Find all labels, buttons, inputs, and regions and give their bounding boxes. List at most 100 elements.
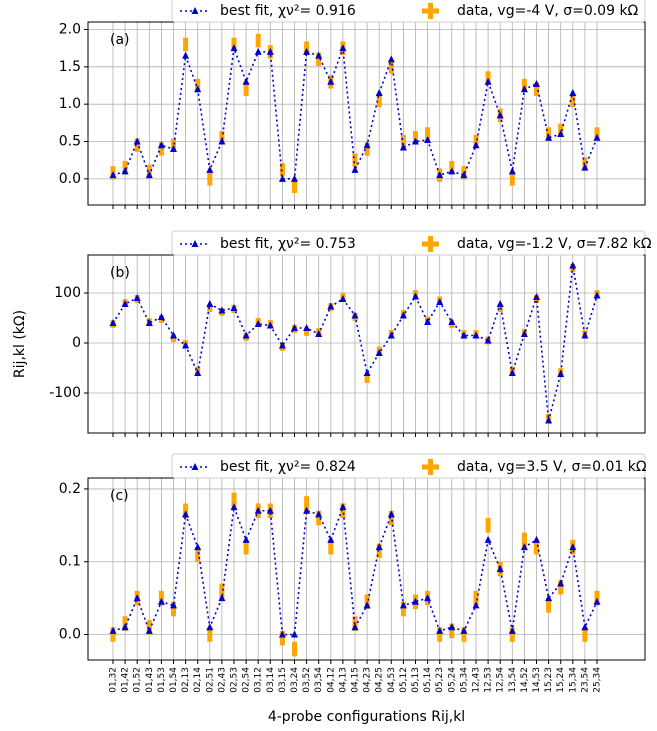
fit-marker — [375, 543, 383, 551]
fit-marker — [533, 79, 540, 87]
x-tick-label: 05,34 — [459, 667, 469, 693]
legend-box — [171, 0, 646, 23]
x-tick-label: 04,13 — [338, 667, 348, 693]
fit-marker — [520, 543, 528, 551]
error-bar — [219, 583, 225, 599]
fit-marker — [291, 630, 298, 638]
fit-marker — [496, 565, 504, 572]
error-bar — [352, 153, 358, 167]
x-tick-label: 05,23 — [435, 667, 445, 693]
fit-marker — [424, 136, 432, 144]
fit-marker — [545, 133, 553, 141]
fit-marker — [545, 416, 553, 424]
error-bar — [400, 601, 406, 617]
fit-marker — [182, 51, 190, 59]
fit-marker — [375, 349, 383, 356]
x-tick-label: 03,14 — [266, 667, 276, 693]
x-tick-label: 15,24 — [556, 667, 566, 693]
fit-marker — [121, 623, 129, 631]
error-bar — [340, 503, 346, 519]
error-bar — [400, 134, 406, 149]
fit-marker — [424, 594, 432, 602]
fit-marker — [399, 311, 407, 319]
fit-marker — [448, 167, 456, 175]
fit-marker — [520, 330, 528, 337]
error-bar — [509, 172, 515, 186]
x-tick-label: 04,53 — [387, 667, 397, 693]
axes-frame — [87, 254, 646, 434]
fit-marker — [145, 319, 153, 326]
fit-marker — [581, 623, 589, 631]
fit-marker — [545, 594, 553, 602]
fit-marker — [508, 626, 516, 634]
error-bar — [134, 138, 140, 152]
x-tick-label: 05,24 — [447, 667, 457, 693]
error-bar — [243, 539, 249, 555]
error-bar — [521, 532, 527, 548]
error-bar — [328, 539, 334, 555]
x-tick-label: 15,34 — [568, 667, 578, 693]
error-bar — [376, 93, 382, 108]
error-bar — [546, 598, 552, 613]
axes-frame — [87, 477, 646, 661]
error-bar — [534, 82, 539, 96]
y-tick-label: 0.0 — [59, 627, 81, 643]
panel-label: (a) — [110, 32, 130, 48]
y-tick-label: 0.0 — [59, 171, 81, 187]
x-tick-label: 01,42 — [121, 667, 131, 693]
legend-box — [171, 230, 646, 256]
fit-marker — [557, 579, 565, 587]
fit-marker — [593, 597, 601, 605]
error-bar — [171, 601, 176, 617]
fit-marker — [569, 88, 577, 96]
x-tick-label: 02,13 — [181, 667, 191, 693]
fit-marker — [278, 630, 286, 638]
fit-marker — [157, 597, 165, 605]
fit-marker — [472, 601, 480, 609]
axes-frame — [87, 21, 646, 206]
fit-marker — [399, 143, 407, 151]
fit-marker — [424, 318, 432, 325]
fit-marker — [230, 304, 238, 311]
fit-marker — [315, 51, 323, 59]
error-bar — [158, 142, 164, 156]
fit-marker — [206, 623, 214, 631]
fit-marker — [157, 313, 165, 320]
fit-marker — [436, 171, 444, 179]
error-bar — [243, 82, 249, 96]
fit-marker — [460, 626, 468, 634]
x-tick-label: 01,54 — [169, 667, 179, 693]
fit-marker — [387, 331, 395, 339]
error-bar — [195, 547, 201, 562]
fit-marker — [278, 341, 286, 349]
fit-marker — [315, 330, 323, 337]
x-tick-label: 03,52 — [302, 667, 312, 693]
fit-marker — [484, 535, 492, 543]
fit-marker — [533, 535, 540, 543]
fit-marker — [170, 144, 177, 152]
x-axis-label: 4-probe configurations Rij,kl — [268, 709, 465, 725]
fit-marker — [133, 594, 141, 602]
error-bar — [304, 328, 310, 336]
x-tick-label: 05,13 — [411, 667, 421, 693]
x-tick-label: 03,12 — [254, 667, 264, 693]
y-tick-label: 100 — [54, 285, 81, 301]
fit-line — [112, 47, 598, 180]
fit-marker — [242, 77, 250, 85]
x-tick-label: 12,54 — [496, 667, 506, 693]
fit-marker — [230, 44, 238, 52]
error-bar — [207, 172, 213, 186]
fit-marker — [520, 85, 528, 93]
fit-marker — [182, 510, 190, 518]
fit-marker — [387, 55, 395, 63]
fit-marker — [508, 167, 516, 175]
y-tick-label: 0.2 — [59, 481, 81, 497]
x-tick-label: 14,52 — [520, 667, 530, 693]
fit-marker — [170, 601, 177, 609]
fit-marker — [339, 295, 347, 302]
x-tick-label: 02,51 — [205, 667, 215, 693]
error-bar — [449, 623, 455, 639]
legend-box — [171, 453, 646, 479]
fit-marker — [303, 47, 311, 55]
fit-marker — [145, 626, 153, 634]
